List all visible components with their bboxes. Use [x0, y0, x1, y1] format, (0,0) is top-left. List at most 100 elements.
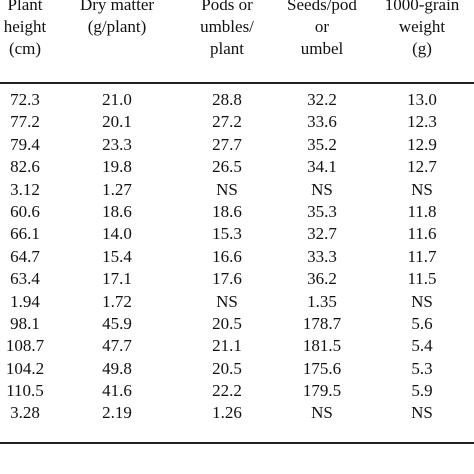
table-cell: 21.0: [102, 90, 132, 109]
table-row: 1.94 1.72 NS 1.35 NS: [0, 291, 474, 313]
table-cell: 45.9: [102, 313, 132, 333]
header-line: Seeds/pod: [287, 0, 357, 14]
table-cell: 17.6: [212, 269, 242, 289]
header-line: plant: [210, 39, 244, 58]
table-header: Plant height (cm) Dry matter (g/plant) P…: [0, 0, 474, 84]
table-cell: 179.5: [302, 381, 342, 401]
table-cell: 35.3: [307, 201, 337, 221]
table-row: 63.4 17.1 17.6 36.2 11.5: [0, 268, 474, 290]
table-row: 110.5 41.6 22.2 179.5 5.9: [0, 380, 474, 402]
table-row: 77.2 20.1 27.2 33.6 12.3: [0, 111, 474, 133]
table-cell: 11.6: [407, 224, 437, 244]
column-header-grain-weight: 1000-grain weight (g): [370, 0, 474, 60]
table-cell: 20.5: [212, 358, 242, 378]
table-row: 72.3 21.0 28.8 32.2 13.0: [0, 89, 474, 111]
column-header-seeds-per-pod: Seeds/pod or umbel: [270, 0, 374, 60]
table-cell: 35.2: [307, 134, 337, 154]
table-cell: 20.5: [212, 313, 242, 333]
table-cell: 27.2: [212, 112, 242, 132]
table-cell: NS: [216, 291, 238, 311]
table-cell: NS: [411, 403, 433, 423]
table-cell: 32.2: [307, 90, 337, 109]
table-body: 72.3 21.0 28.8 32.2 13.0 77.2 20.1 27.2 33.6 12.3…: [0, 89, 474, 425]
table-cell: 27.7: [212, 134, 242, 154]
header-line: umbles/: [200, 17, 254, 36]
table-cell: 66.1: [10, 224, 40, 244]
table-cell: 36.2: [307, 269, 337, 289]
table-row: 64.7 15.4 16.6 33.3 11.7: [0, 246, 474, 268]
table-cell: 22.2: [212, 381, 242, 401]
table-cell: 1.27: [102, 179, 132, 199]
table-row: 3.28 2.19 1.26 NS NS: [0, 402, 474, 424]
table-cell: 60.6: [10, 201, 40, 221]
table-row: 66.1 14.0 15.3 32.7 11.6: [0, 223, 474, 245]
table-cell: 14.0: [102, 224, 132, 244]
table-cell: NS: [311, 403, 333, 423]
table-cell: 47.7: [102, 336, 132, 356]
table-cell: NS: [311, 179, 333, 199]
table-cell: 19.8: [102, 157, 132, 177]
header-divider: [0, 82, 474, 84]
header-line: (cm): [8, 39, 42, 58]
header-line: umbel: [300, 39, 344, 58]
table-cell: 175.6: [302, 358, 342, 378]
table-row: 3.12 1.27 NS NS NS: [0, 179, 474, 201]
table-cell: 49.8: [102, 358, 132, 378]
table-cell: 21.1: [212, 336, 242, 356]
table-cell: 5.6: [411, 313, 433, 333]
table-cell: 110.5: [6, 381, 44, 401]
table-cell: 1.72: [102, 291, 132, 311]
table-cell: 15.4: [102, 246, 132, 266]
table-cell: 104.2: [5, 358, 45, 378]
header-line: Dry matter: [79, 0, 155, 14]
table-cell: 11.8: [407, 201, 437, 221]
table-cell: 3.28: [10, 403, 40, 423]
table-row: 82.6 19.8 26.5 34.1 12.7: [0, 156, 474, 178]
table-cell: 26.5: [212, 157, 242, 177]
table-cell: 1.94: [10, 291, 40, 311]
table-cell: 18.6: [102, 201, 132, 221]
table-cell: 178.7: [302, 313, 342, 333]
table-cell: 2.19: [102, 403, 132, 423]
table-cell: 33.6: [307, 112, 337, 132]
header-line: or: [314, 17, 330, 36]
table-cell: 82.6: [10, 157, 40, 177]
table-cell: 1.35: [307, 291, 337, 311]
table-cell: 32.7: [307, 224, 337, 244]
table-cell: 63.4: [10, 269, 40, 289]
table-cell: 41.6: [102, 381, 132, 401]
table-cell: 28.8: [212, 90, 242, 109]
table-cell: 13.0: [407, 90, 437, 109]
table-cell: 5.9: [411, 381, 433, 401]
table-cell: 12.9: [407, 134, 437, 154]
header-line: Pods or: [201, 0, 253, 14]
table-cell: 12.3: [407, 112, 437, 132]
table-cell: 34.1: [307, 157, 337, 177]
table-cell: 33.3: [307, 246, 337, 266]
table-cell: 11.5: [407, 269, 437, 289]
table-cell: NS: [216, 179, 238, 199]
header-line: (g): [412, 39, 432, 58]
table-row: 108.7 47.7 21.1 181.5 5.4: [0, 335, 474, 357]
table-cell: 17.1: [102, 269, 132, 289]
table-cell: NS: [411, 179, 433, 199]
header-line: height: [3, 17, 47, 36]
table-row: 60.6 18.6 18.6 35.3 11.8: [0, 201, 474, 223]
table-cell: 16.6: [212, 246, 242, 266]
header-line: 1000-grain: [384, 0, 460, 14]
table-cell: 1.26: [212, 403, 242, 423]
table-cell: 64.7: [10, 246, 40, 266]
table-cell: 3.12: [10, 179, 40, 199]
table-cell: 79.4: [10, 134, 40, 154]
table-row: 79.4 23.3 27.7 35.2 12.9: [0, 134, 474, 156]
table-cell: NS: [411, 291, 433, 311]
table-cell: 20.1: [102, 112, 132, 132]
header-line: (g/plant): [87, 17, 147, 36]
table-cell: 181.5: [302, 336, 342, 356]
table-cell: 108.7: [5, 336, 45, 356]
table-cell: 77.2: [10, 112, 40, 132]
table-cell: 72.3: [10, 90, 40, 109]
column-header-dry-matter: Dry matter (g/plant): [62, 0, 172, 38]
table-row: 104.2 49.8 20.5 175.6 5.3: [0, 358, 474, 380]
